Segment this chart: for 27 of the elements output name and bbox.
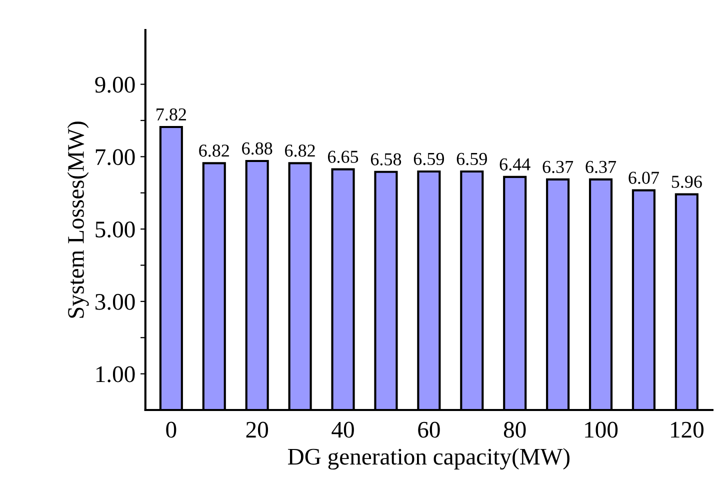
data-label: 6.37	[542, 160, 574, 174]
data-label: 6.88	[242, 142, 272, 155]
y-tick-label: 1.00	[96, 366, 135, 382]
y-tick-label: 7.00	[96, 149, 135, 166]
data-label: 6.59	[414, 152, 444, 166]
x-tick-label: 100	[585, 422, 618, 438]
x-tick-label: 80	[504, 422, 526, 438]
y-tick-label: 3.00	[95, 294, 135, 310]
x-tick-label: 20	[246, 422, 268, 438]
x-tick-label: 120	[671, 422, 704, 438]
data-label: 6.37	[586, 160, 616, 174]
x-tick-label: 60	[418, 422, 440, 438]
x-tick-label: 0	[166, 422, 176, 438]
data-label: 6.59	[456, 152, 487, 166]
data-label: 6.82	[285, 144, 315, 157]
x-axis-title: DG generation capacity(MW)	[288, 448, 570, 470]
data-label: 6.58	[370, 153, 402, 166]
y-tick-label: 9.00	[95, 76, 135, 93]
data-label: 6.44	[500, 158, 530, 171]
y-axis-title: System Losses(MW)	[67, 122, 89, 318]
data-label: 6.07	[628, 172, 660, 184]
data-label: 7.82	[156, 108, 186, 121]
data-label: 6.65	[328, 150, 358, 163]
data-label: 5.96	[672, 176, 702, 188]
x-tick-label: 40	[332, 422, 354, 438]
y-tick-label: 5.00	[96, 222, 135, 238]
data-label: 6.82	[199, 144, 229, 157]
